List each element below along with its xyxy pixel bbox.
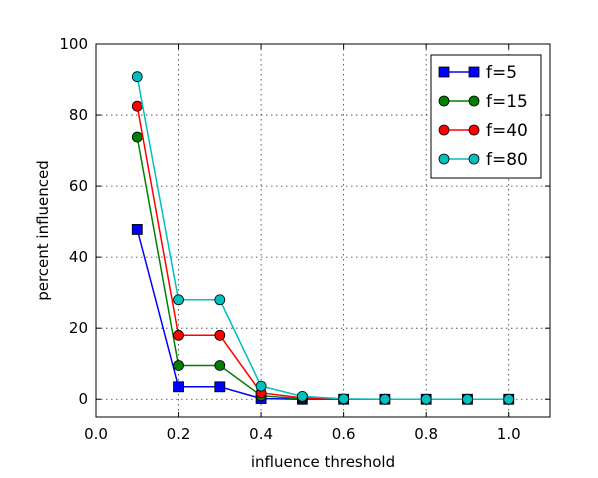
legend: f=5 f=15 f=40 f=80: [430, 54, 542, 179]
data-point: [173, 294, 184, 306]
legend-label: f=15: [486, 92, 528, 112]
y-tick-label: 60: [69, 177, 88, 195]
series-f-80: [131, 71, 515, 405]
series-layer: [131, 71, 515, 405]
x-tick-label: 0.2: [167, 425, 191, 443]
legend-item: f=80: [438, 150, 528, 170]
y-tick-label: 20: [69, 319, 88, 337]
data-point: [438, 153, 450, 165]
data-point: [438, 124, 450, 136]
series-line: [136, 76, 509, 400]
data-point: [255, 380, 267, 392]
y-tick-label: 40: [69, 248, 88, 266]
data-point: [468, 66, 480, 78]
data-point: [438, 66, 450, 78]
x-tick-label: 1.0: [497, 425, 521, 443]
data-point: [214, 329, 226, 341]
series-f-5: [131, 224, 515, 405]
x-tick-label: 0.6: [332, 425, 356, 443]
x-axis-label: influence threshold: [251, 453, 395, 471]
data-point: [131, 71, 143, 83]
legend-item: f=15: [438, 92, 528, 112]
x-tick-label: 0.4: [249, 425, 273, 443]
y-tick-label: 0: [78, 390, 88, 408]
data-point: [131, 100, 143, 112]
data-point: [468, 153, 480, 165]
data-point: [214, 294, 226, 306]
data-point: [214, 360, 226, 371]
x-tick-label: 0.0: [84, 425, 108, 443]
data-point: [296, 390, 308, 402]
data-point: [468, 95, 480, 107]
data-point: [438, 95, 450, 107]
data-point: [214, 381, 226, 393]
data-point: [131, 131, 143, 143]
data-point: [173, 360, 184, 371]
data-point: [462, 393, 473, 405]
plot-frame: [95, 43, 551, 418]
legend-label: f=80: [486, 150, 528, 170]
legend-item: f=40: [438, 121, 528, 141]
series-line: [136, 229, 509, 400]
y-axis-label: percent influenced: [34, 160, 52, 301]
legend-item: f=5: [438, 63, 517, 83]
data-point: [468, 124, 480, 136]
data-point: [420, 393, 432, 405]
legend-label: f=5: [486, 63, 517, 83]
data-point: [338, 393, 350, 405]
y-tick-label: 80: [69, 106, 88, 124]
data-point: [379, 393, 391, 405]
x-tick-label: 0.8: [414, 425, 438, 443]
data-point: [503, 393, 515, 405]
data-point: [173, 329, 184, 341]
y-tick-label: 100: [59, 35, 88, 53]
axes-ticks: 0.0 0.2 0.4 0.6 0.8 1.0 0 20 40 60 80 100: [59, 35, 550, 443]
data-point: [131, 224, 143, 235]
data-point: [173, 381, 184, 393]
legend-label: f=40: [486, 121, 528, 141]
